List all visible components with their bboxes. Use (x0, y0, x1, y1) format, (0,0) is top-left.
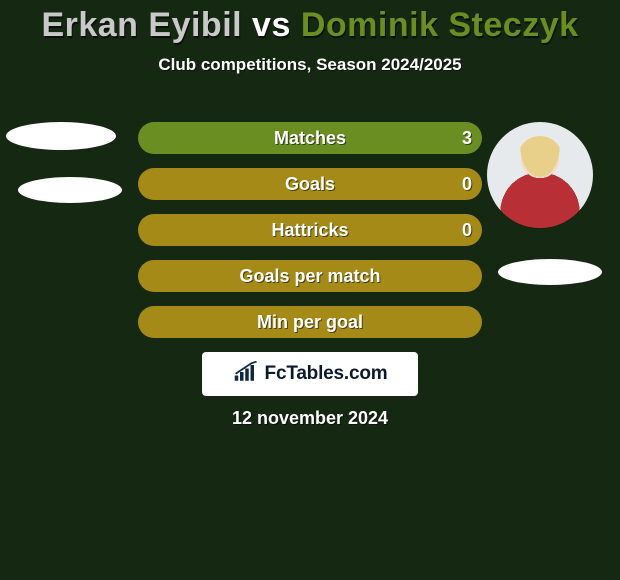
stat-bar-right (138, 214, 482, 246)
avatar-placeholder-left-2 (18, 177, 122, 203)
brand-logo-icon (233, 361, 261, 388)
comparison-page: Erkan Eyibil vs Dominik Steczyk Club com… (0, 0, 620, 580)
stat-row: Goals0 (138, 168, 482, 200)
title-player1: Erkan Eyibil (41, 6, 242, 44)
stat-row: Matches3 (138, 122, 482, 154)
page-title: Erkan Eyibil vs Dominik Steczyk (0, 0, 620, 45)
brand-text: FcTables.com (265, 363, 388, 385)
date-text: 12 november 2024 (0, 408, 620, 429)
avatar-placeholder-left-1 (6, 122, 116, 150)
stat-bar-right (138, 122, 482, 154)
stat-row: Min per goal (138, 306, 482, 338)
stat-row: Hattricks0 (138, 214, 482, 246)
title-player2: Dominik Steczyk (301, 6, 579, 44)
brand-badge[interactable]: FcTables.com (202, 352, 418, 396)
title-vs: vs (242, 6, 301, 44)
subtitle: Club competitions, Season 2024/2025 (0, 55, 620, 75)
stat-bar-right (138, 306, 482, 338)
stat-row: Goals per match (138, 260, 482, 292)
avatar-right (487, 122, 593, 228)
avatar-placeholder-right (498, 259, 602, 285)
stat-bar-right (138, 168, 482, 200)
stats-bars: Matches3 Goals0 Hattricks0 Goals per match M… (138, 122, 482, 352)
stat-bar-right (138, 260, 482, 292)
